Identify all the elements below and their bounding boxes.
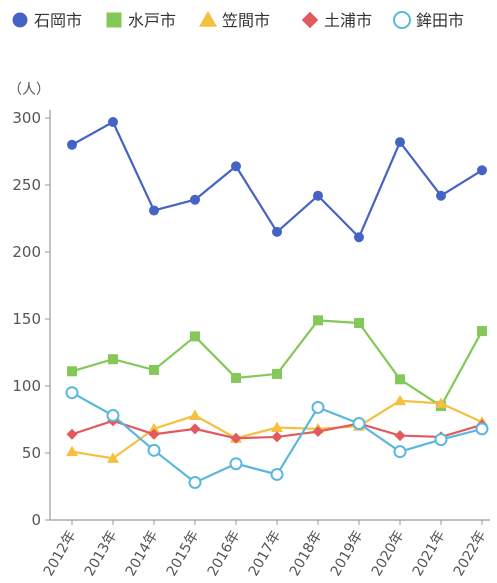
data-point (108, 354, 118, 365)
data-point (66, 445, 78, 457)
data-point (189, 409, 201, 420)
y-tick-label: 100 (12, 377, 41, 395)
legend-item[interactable]: 鉾田市 (393, 11, 464, 30)
data-point (108, 117, 118, 128)
series-1 (67, 117, 487, 243)
legend-label: 石岡市 (34, 11, 82, 30)
series-line (71, 319, 483, 408)
legend-label: 水戸市 (128, 11, 176, 30)
x-tick-label: 2016年 (205, 528, 244, 579)
data-point (477, 165, 487, 176)
data-point (313, 190, 323, 201)
data-point (272, 226, 282, 237)
data-point (229, 457, 243, 471)
x-tick-label: 2020年 (369, 528, 408, 579)
legend-marker (199, 11, 217, 27)
series-line (71, 120, 483, 239)
data-point (230, 432, 242, 444)
data-point (311, 400, 325, 414)
data-point (190, 331, 200, 342)
data-point (352, 417, 366, 431)
data-point (436, 190, 446, 201)
legend-item[interactable]: 石岡市 (12, 11, 83, 30)
legend-marker (301, 11, 319, 29)
legend-label: 土浦市 (324, 11, 372, 30)
series-layer (65, 117, 489, 489)
legend-item[interactable]: 笠間市 (199, 11, 270, 30)
y-tick-label: 150 (12, 310, 41, 328)
data-point (435, 397, 447, 408)
data-point (148, 428, 160, 440)
data-point (107, 452, 119, 463)
data-point (67, 139, 77, 150)
x-tick-label: 2022年 (451, 528, 490, 579)
data-point (475, 422, 489, 436)
data-point (147, 443, 161, 457)
data-point (272, 368, 282, 379)
data-point (148, 422, 160, 434)
data-point (149, 364, 159, 375)
y-tick-label: 50 (22, 444, 41, 462)
data-point (66, 428, 78, 440)
data-point (394, 430, 406, 442)
legend: 石岡市 水戸市 笠間市 土浦市 鉾田市 (12, 11, 464, 30)
legend-label: 笠間市 (222, 11, 270, 30)
y-tick-label: 200 (12, 243, 41, 261)
series-4 (66, 415, 488, 444)
data-point (271, 421, 283, 433)
x-tick-label: 2014年 (123, 528, 162, 579)
data-point (394, 394, 406, 406)
series-2 (67, 315, 487, 412)
series-5 (65, 386, 489, 489)
data-point (354, 318, 364, 329)
y-tick-label: 300 (12, 109, 41, 127)
data-point (67, 366, 77, 377)
data-point (395, 374, 405, 385)
y-tick-label: 0 (31, 511, 41, 529)
data-point (477, 326, 487, 337)
legend-marker (106, 12, 122, 28)
data-point (313, 315, 323, 326)
legend-marker (393, 11, 411, 29)
data-point (271, 431, 283, 443)
data-point (354, 232, 364, 243)
x-tick-label: 2017年 (246, 528, 285, 579)
x-tick-label: 2018年 (287, 528, 326, 579)
data-point (395, 137, 405, 148)
data-point (106, 408, 120, 422)
data-point (149, 205, 159, 216)
legend-marker (12, 12, 28, 28)
data-point (393, 445, 407, 459)
x-tick-label: 2015年 (164, 528, 203, 579)
x-tick-label: 2013年 (82, 528, 121, 579)
x-tick-label: 2021年 (410, 528, 449, 579)
data-point (231, 161, 241, 172)
data-point (434, 433, 448, 447)
data-point (65, 386, 79, 400)
data-point (189, 423, 201, 435)
data-point (190, 194, 200, 205)
data-point (270, 467, 284, 481)
y-axis-label: （人） (8, 82, 50, 98)
legend-item[interactable]: 土浦市 (301, 11, 372, 30)
legend-label: 鉾田市 (416, 11, 464, 30)
y-tick-label: 250 (12, 176, 41, 194)
x-tick-label: 2012年 (41, 528, 80, 579)
data-point (231, 372, 241, 383)
data-point (312, 426, 324, 438)
x-tick-label: 2019年 (328, 528, 367, 579)
legend-item[interactable]: 水戸市 (106, 11, 177, 30)
data-point (188, 475, 202, 489)
